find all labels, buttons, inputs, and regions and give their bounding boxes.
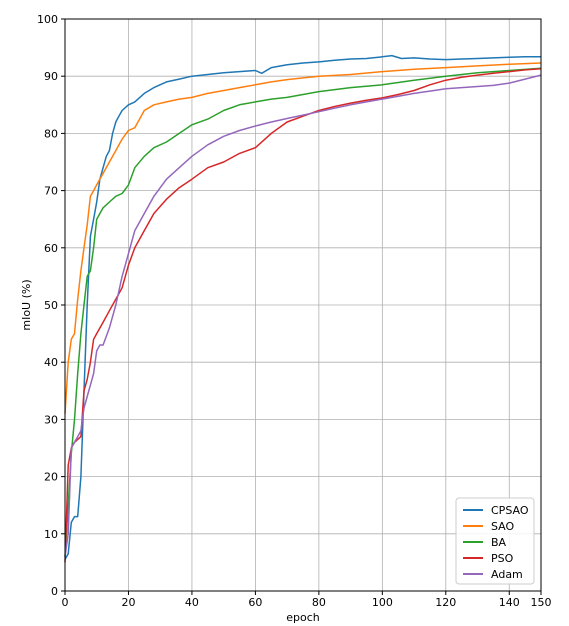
y-tick-label: 20 [44,471,58,484]
legend-entry-adam: Adam [491,568,523,581]
x-tick-label: 20 [121,596,135,609]
series-line-adam [64,74,542,557]
legend-box [455,497,535,585]
series-group [64,54,542,563]
y-tick-label: 40 [44,356,58,369]
x-tick-label: 120 [435,596,456,609]
x-tick-label: 140 [499,596,520,609]
y-tick-label: 70 [44,185,58,198]
y-tick-label: 90 [44,70,58,83]
y-tick-label: 10 [44,528,58,541]
y-tick-label: 0 [51,585,58,598]
legend-entry-pso: PSO [491,552,514,565]
y-tick-label: 60 [44,242,58,255]
y-axis-label: mIoU (%) [20,279,33,330]
x-tick-label: 150 [531,596,552,609]
x-tick-label: 0 [62,596,69,609]
ticks: 0 20 40 60 80 100 120 140 150 0 10 20 30 40 50 60 70 80 90… [37,13,552,609]
y-tick-label: 30 [44,413,58,426]
series-line-cpsao [64,54,541,560]
x-tick-label: 40 [185,596,199,609]
x-tick-label: 60 [248,596,262,609]
x-axis-label: epoch [286,611,320,624]
legend-entry-ba: BA [491,536,507,549]
series-line-sao [64,62,542,414]
series-line-ba [64,67,542,557]
series-line-pso [64,68,542,563]
legend-entry-cpsao: CPSAO [491,504,529,517]
x-tick-label: 100 [372,596,393,609]
x-tick-label: 80 [312,596,326,609]
y-tick-label: 50 [44,299,58,312]
y-tick-label: 100 [37,13,58,26]
y-tick-label: 80 [44,127,58,140]
legend: CPSAO SAO BA PSO Adam [455,497,535,585]
legend-entry-sao: SAO [491,520,515,533]
